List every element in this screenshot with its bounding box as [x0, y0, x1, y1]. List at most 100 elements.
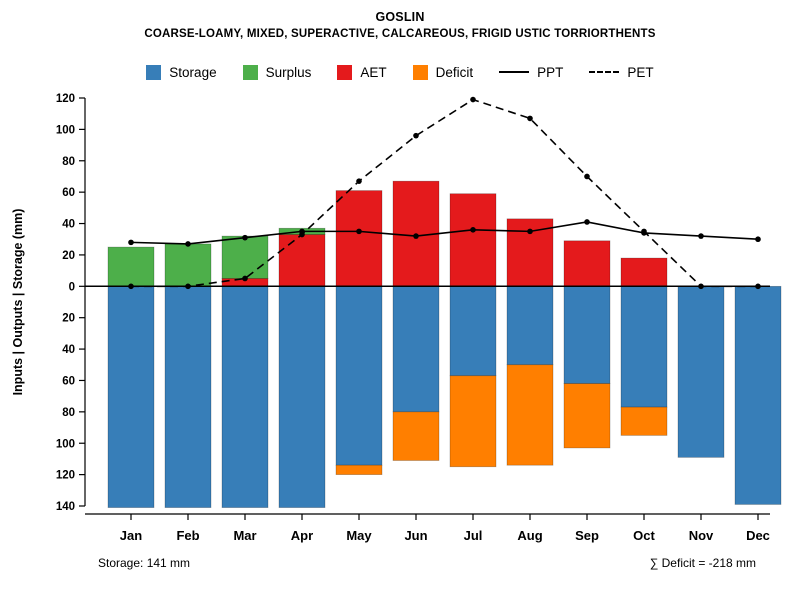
ppt-marker-apr [299, 228, 305, 235]
pet-marker-jan [128, 283, 134, 290]
surplus-swatch-icon [242, 64, 258, 80]
pet-line-sample-icon [589, 71, 620, 73]
legend-item-surplus: Surplus [242, 64, 312, 80]
bar-storage-nov [677, 285, 725, 458]
bar-storage-sep [563, 285, 611, 384]
chart-subtitle: COARSE-LOAMY, MIXED, SUPERACTIVE, CALCAR… [144, 28, 656, 40]
pet-marker-jun [413, 132, 419, 139]
y-tick-label: 140 [56, 501, 75, 513]
pet-marker-nov [698, 283, 704, 290]
bar-deficit-may [335, 464, 383, 475]
x-tick-label-sep: Sep [575, 528, 599, 543]
ppt-marker-jan [128, 239, 134, 246]
chart-legend: Storage Surplus AET Deficit PPT PET [0, 62, 800, 82]
aet-swatch-icon [337, 64, 353, 80]
legend-label-ppt: PPT [537, 64, 564, 80]
pet-marker-aug [527, 115, 533, 122]
bar-storage-jun [392, 285, 440, 413]
bar-deficit-jun [392, 411, 440, 461]
ppt-marker-may [356, 228, 362, 235]
x-tick-label-nov: Nov [689, 528, 714, 543]
bar-storage-jan [107, 285, 155, 508]
legend-label-aet: AET [360, 64, 387, 80]
y-tick-label: 60 [62, 187, 75, 199]
bar-surplus-mar [221, 235, 269, 279]
x-tick-label-jul: Jul [464, 528, 483, 543]
bar-aet-may [335, 190, 383, 287]
x-tick-label-jan: Jan [120, 528, 142, 543]
bar-surplus-jan [107, 246, 155, 287]
legend-label-deficit: Deficit [435, 64, 474, 80]
bar-storage-feb [164, 285, 212, 508]
chart-title: GOSLIN [375, 10, 425, 24]
ppt-line [130, 221, 759, 245]
bar-deficit-aug [506, 364, 554, 466]
x-tick-label-feb: Feb [176, 528, 199, 543]
x-tick-label-jun: Jun [404, 528, 427, 543]
y-tick-label: 120 [56, 93, 75, 105]
bar-aet-jul [449, 193, 497, 287]
ppt-marker-mar [242, 234, 248, 241]
legend-label-storage: Storage [169, 64, 217, 80]
pet-marker-dec [755, 283, 761, 290]
x-tick-label-mar: Mar [233, 528, 256, 543]
ppt-line-sample-icon [499, 71, 530, 73]
x-tick-label-may: May [346, 528, 372, 543]
y-tick-label: 80 [62, 156, 75, 168]
y-tick-label: 20 [62, 250, 75, 262]
bar-surplus-feb [164, 243, 212, 287]
bar-storage-apr [278, 285, 326, 508]
pet-marker-sep [584, 173, 590, 180]
ppt-marker-dec [755, 236, 761, 243]
pet-marker-may [356, 178, 362, 184]
bar-deficit-sep [563, 383, 611, 449]
legend-item-deficit: Deficit [412, 64, 474, 80]
ppt-marker-aug [527, 228, 533, 235]
ppt-marker-oct [641, 230, 647, 236]
pet-line [131, 98, 758, 288]
x-tick-label-apr: Apr [291, 528, 313, 543]
bar-storage-jul [449, 285, 497, 377]
chart-plot-area: 120 100 80 60 40 20 0 20 40 60 80 100 120 140 Inputs |… [11, 93, 782, 543]
legend-label-pet: PET [627, 64, 654, 80]
legend-item-storage: Storage [146, 64, 217, 80]
storage-annotation: Storage: 141 mm [98, 556, 191, 570]
y-tick-label: 120 [56, 470, 75, 482]
storage-swatch-icon [146, 64, 162, 80]
deficit-swatch-icon [412, 64, 428, 80]
ppt-marker-nov [698, 233, 704, 239]
x-tick-label-dec: Dec [746, 528, 770, 543]
deficit-sum-annotation: ∑ Deficit = -218 mm [649, 556, 756, 570]
bar-storage-mar [221, 285, 269, 508]
bar-deficit-jul [449, 375, 497, 468]
bar-aet-apr [278, 234, 326, 287]
bar-storage-may [335, 285, 383, 466]
y-axis-title: Inputs | Outputs | Storage (mm) [11, 209, 25, 396]
bar-storage-dec [734, 285, 782, 505]
bar-deficit-oct [620, 406, 668, 436]
ppt-marker-sep [584, 219, 590, 225]
pet-marker-mar [242, 275, 248, 282]
bar-storage-aug [506, 285, 554, 366]
legend-item-ppt: PPT [499, 65, 563, 80]
ppt-marker-jun [413, 233, 419, 239]
y-tick-label: 20 [62, 313, 75, 325]
legend-item-aet: AET [337, 64, 387, 80]
bar-aet-oct [620, 257, 668, 287]
ppt-marker-feb [185, 241, 191, 247]
y-tick-label: 0 [69, 281, 75, 293]
pet-marker-jul [470, 96, 476, 103]
pet-marker-feb [185, 283, 191, 290]
y-tick-label: 60 [62, 375, 75, 387]
x-tick-label-aug: Aug [517, 528, 542, 543]
y-tick-label: 100 [56, 124, 75, 136]
y-tick-label: 40 [62, 344, 75, 356]
legend-label-surplus: Surplus [265, 64, 312, 80]
y-tick-label: 100 [56, 438, 75, 450]
y-tick-label: 40 [62, 219, 75, 231]
legend-item-pet: PET [589, 64, 654, 80]
chart-footer: Storage: 141 mm ∑ Deficit = -218 mm [0, 556, 800, 570]
bar-storage-oct [620, 285, 668, 408]
bar-aet-sep [563, 240, 611, 287]
